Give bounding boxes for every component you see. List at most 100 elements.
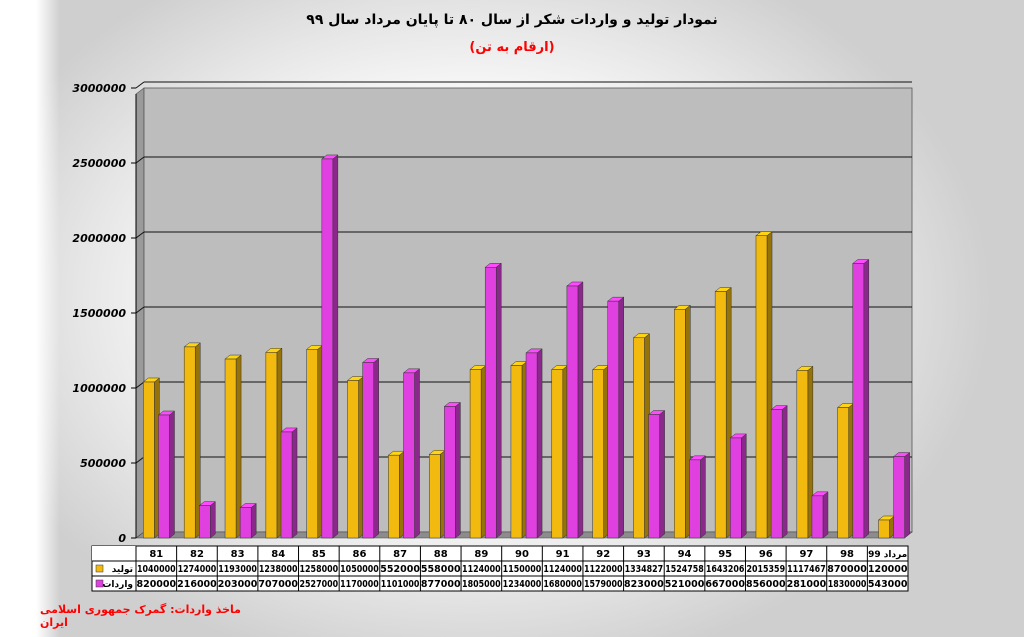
bar-front (796, 370, 809, 539)
table-category-label: 88 (434, 549, 448, 560)
bar-production (428, 449, 446, 539)
bar-production (714, 286, 732, 539)
table-value: 521000 (665, 579, 705, 590)
y-tick-label: 1000000 (72, 382, 126, 395)
table-value: 1170000 (340, 579, 379, 590)
bar-front (199, 505, 211, 539)
bar-side (659, 410, 665, 539)
bar-production (387, 450, 406, 539)
bar-imports (607, 296, 625, 539)
bar-front (306, 349, 318, 539)
bar-imports (688, 455, 707, 539)
table-corner (92, 546, 136, 561)
bar-side (822, 491, 829, 539)
source-note: ماخذ واردات: گمرک جمهوری اسلامی ایران (40, 603, 241, 629)
bar-production (755, 231, 773, 539)
table-category-label: 96 (759, 549, 773, 560)
table-value: 1830000 (828, 579, 867, 590)
table-value: 281000 (787, 579, 827, 590)
table-value: 1238000 (259, 564, 298, 575)
bar-production (346, 375, 365, 539)
bar-front (143, 381, 155, 539)
table-category-label: مرداد 99 (868, 550, 907, 560)
table-value: 216000 (177, 579, 217, 590)
bar-side (741, 433, 747, 539)
bar-front (183, 346, 196, 539)
bar-imports (484, 262, 502, 539)
table-value: 1124000 (543, 564, 582, 575)
bar-production (510, 360, 528, 539)
table-category-label: 82 (190, 549, 204, 560)
bar-imports (770, 405, 788, 539)
table-value: 870000 (827, 564, 867, 575)
table-value: 1117467 (787, 564, 826, 575)
bar-front (428, 454, 441, 539)
y-tick-label: 0 (118, 532, 126, 545)
table-value: 543000 (868, 579, 908, 590)
bar-production (673, 304, 692, 539)
page-background-fade (0, 0, 60, 637)
bar-imports (729, 433, 747, 539)
bar-front (347, 380, 359, 539)
bar-imports (852, 258, 870, 539)
bar-imports (157, 410, 176, 539)
table-value: 552000 (380, 564, 420, 575)
bar-imports (239, 503, 257, 539)
gridline-side (135, 81, 145, 89)
bar-production (836, 402, 855, 539)
table-frame (91, 545, 909, 592)
table-value: 1524758 (665, 564, 704, 575)
table-category-label: 94 (678, 549, 692, 560)
bar-side (455, 401, 461, 539)
bar-side (700, 455, 706, 539)
bar-front (893, 456, 905, 539)
bar-side (169, 410, 175, 539)
chart-subtitle: (ارقام به تن) (469, 40, 555, 55)
bar-production (183, 342, 201, 539)
bar-front (770, 409, 783, 539)
bar-production (632, 333, 651, 539)
bar-side (781, 405, 788, 539)
table-value: 2015359 (746, 564, 785, 575)
legend-label: واردات (102, 580, 133, 590)
bar-front (714, 291, 727, 539)
bar-side (863, 258, 870, 539)
table-value: 1643206 (706, 564, 745, 575)
y-tick-label: 2500000 (72, 157, 126, 170)
table-value: 1274000 (178, 564, 217, 575)
bar-front (388, 454, 400, 539)
bar-front (510, 365, 523, 539)
bar-production (306, 344, 324, 539)
table-value: 120000 (868, 564, 908, 575)
gridline-side (135, 231, 145, 239)
table-value: 1124000 (462, 564, 501, 575)
side-wall (135, 87, 145, 539)
bar-front (525, 352, 538, 539)
bar-front (648, 414, 660, 539)
table-category-label: 83 (231, 549, 245, 560)
table-value: 707000 (258, 579, 298, 590)
bar-front (689, 459, 701, 539)
bar-front (551, 369, 564, 539)
table-value: 823000 (624, 579, 664, 590)
y-tick-label: 2000000 (72, 232, 126, 245)
data-table: 81 82 83 84 85 86 87 88 89 90 91 92 93 94 95 96 97 98 مردا… (91, 545, 909, 592)
table-value: 1234000 (503, 579, 542, 590)
bar-imports (443, 401, 462, 539)
bar-production (591, 365, 610, 539)
table-value: 1680000 (543, 579, 582, 590)
bar-production (877, 515, 896, 539)
bar-front (265, 352, 278, 539)
bar-imports (321, 154, 339, 539)
table-value: 1334827 (625, 564, 664, 575)
table-category-label: 91 (556, 549, 570, 560)
bar-side (618, 296, 625, 539)
table-value: 558000 (421, 564, 461, 575)
bar-side (904, 452, 910, 539)
bar-side (291, 427, 298, 539)
bar-front (878, 519, 890, 539)
bar-side (210, 501, 216, 539)
bar-front (674, 309, 686, 539)
bar-side (495, 262, 502, 539)
